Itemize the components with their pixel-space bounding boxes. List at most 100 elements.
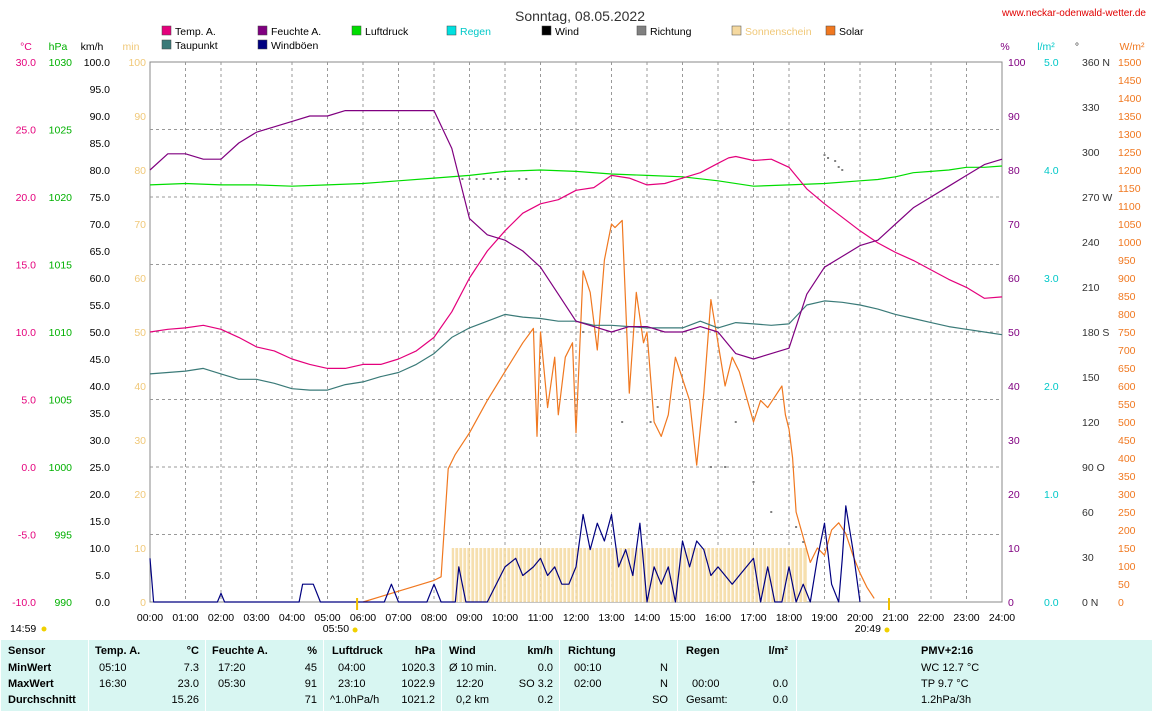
wind-column: Wind km/h Ø 10 min. 12:20 0,2 km 0.0 SO …	[441, 640, 559, 711]
sensor-column: Sensor MinWert MaxWert Durchschnitt	[0, 640, 88, 711]
direction-avg-value: SO	[652, 694, 668, 706]
direction-point	[656, 406, 659, 408]
axis-ticks: 30.025.020.015.010.05.00.0-5.0-10.010301…	[12, 57, 1141, 624]
humidity-min-time: 17:20	[218, 662, 246, 674]
series-line-tempa	[149, 155, 1003, 369]
tick-label-direction: 90 O	[1082, 462, 1105, 474]
tick-label-humidity: 50	[1008, 327, 1020, 339]
tick-label-pressure: 1020	[49, 192, 73, 204]
tick-label-pressure: 1025	[49, 125, 73, 137]
direction-point	[802, 541, 805, 543]
legend-swatch	[731, 25, 742, 36]
humidity-min-value: 45	[304, 662, 317, 674]
tick-label-wind: 25.0	[90, 462, 111, 474]
tick-label-pressure: 1005	[49, 395, 73, 407]
direction-point	[837, 166, 840, 168]
legend-swatch	[351, 25, 362, 36]
tick-label-humidity: 60	[1008, 273, 1020, 285]
direction-point	[724, 466, 727, 468]
tick-label-direction: 60	[1082, 507, 1094, 519]
direction-point	[770, 511, 773, 513]
tick-label-wind: 65.0	[90, 246, 111, 258]
sensor-header: Sensor	[8, 645, 46, 657]
tick-label-rain: 4.0	[1044, 165, 1059, 177]
wind-max-time: 12:20	[456, 678, 484, 690]
tick-label-temp: 5.0	[21, 395, 36, 407]
pmv-header: PMV+2:16	[921, 645, 974, 657]
temp-header: Temp. A.	[95, 645, 141, 657]
pmv-windchill: WC 12.7 °C	[921, 662, 980, 674]
unit-label-direction: °	[1075, 41, 1079, 53]
tick-label-wind: 95.0	[90, 84, 111, 96]
sunrise-time: 05:50	[323, 623, 349, 635]
tick-label-solar: 1250	[1118, 147, 1142, 159]
tick-label-humidity: 40	[1008, 381, 1020, 393]
tick-label-solar: 0	[1118, 597, 1124, 609]
legend-swatch	[257, 39, 268, 50]
tick-label-time: 08:00	[421, 612, 447, 624]
legend-swatch	[541, 25, 552, 36]
legend-label: Regen	[460, 26, 491, 38]
direction-point	[475, 178, 478, 180]
tick-label-time: 13:00	[598, 612, 624, 624]
direction-header: Richtung	[568, 645, 616, 657]
tick-label-wind: 30.0	[90, 435, 111, 447]
tick-label-solar: 550	[1118, 399, 1136, 411]
tick-label-temp: 15.0	[16, 260, 37, 272]
direction-point	[709, 466, 712, 468]
pressure-max-time: 23:10	[338, 678, 366, 690]
tick-label-solar: 1050	[1118, 219, 1142, 231]
tick-label-time: 17:00	[740, 612, 766, 624]
tick-label-temp: 25.0	[16, 125, 37, 137]
tick-label-direction: 300	[1082, 147, 1100, 159]
tick-label-sunmin: 30	[134, 435, 146, 447]
tick-label-sunmin: 70	[134, 219, 146, 231]
rain-column: Regen l/m² 00:00 Gesamt: 0.0 0.0	[677, 640, 796, 711]
tick-label-wind: 20.0	[90, 489, 111, 501]
direction-point	[752, 481, 755, 483]
wind-avg-value: 0.2	[537, 694, 553, 706]
axis-units: °C hPa km/h min% l/m² ° W/m²	[20, 41, 1145, 53]
tick-label-direction: 0 N	[1082, 597, 1098, 609]
direction-point	[582, 331, 585, 333]
tick-label-time: 23:00	[953, 612, 979, 624]
tick-label-solar: 1500	[1118, 57, 1142, 69]
pressure-max-value: 1022.9	[401, 678, 435, 690]
tick-label-time: 04:00	[279, 612, 305, 624]
tick-label-pressure: 995	[54, 530, 72, 542]
tick-label-direction: 330	[1082, 102, 1100, 114]
tick-label-time: 22:00	[918, 612, 944, 624]
tick-label-time: 15:00	[669, 612, 695, 624]
tick-label-time: 01:00	[172, 612, 198, 624]
pressure-column: Luftdruck hPa 04:00 23:10 ^1.0hPa/h 1020…	[323, 640, 441, 711]
legend-swatch	[257, 25, 268, 36]
tick-label-solar: 450	[1118, 435, 1136, 447]
tick-label-sunmin: 40	[134, 381, 146, 393]
legend-label: Feuchte A.	[271, 26, 321, 38]
tick-label-time: 07:00	[385, 612, 411, 624]
tick-label-sunmin: 0	[140, 597, 146, 609]
direction-point	[525, 178, 528, 180]
tick-label-pressure: 1010	[49, 327, 73, 339]
chart-title: Sonntag, 08.05.2022	[515, 8, 645, 24]
unit-label-wind: km/h	[81, 41, 104, 53]
wind-distance: 0,2 km	[456, 694, 490, 706]
tick-label-temp: -10.0	[12, 597, 36, 609]
tick-label-time: 19:00	[811, 612, 837, 624]
tick-label-sunmin: 20	[134, 489, 146, 501]
direction-min-time: 00:10	[574, 662, 602, 674]
temp-column: Temp. A. °C 05:10 16:30 7.3 23.0 15.26	[88, 640, 205, 711]
tick-label-wind: 35.0	[90, 408, 111, 420]
legend-label: Richtung	[650, 26, 692, 38]
unit-label-solar: W/m²	[1119, 41, 1145, 53]
tick-label-solar: 950	[1118, 255, 1136, 267]
pressure-min-time: 04:00	[338, 662, 366, 674]
tick-label-time: 02:00	[208, 612, 234, 624]
tick-label-wind: 85.0	[90, 138, 111, 150]
tick-label-solar: 850	[1118, 291, 1136, 303]
temp-min-value: 7.3	[183, 662, 199, 674]
summary-table: Sensor MinWert MaxWert Durchschnitt Temp…	[0, 640, 1152, 711]
legend-swatch	[161, 25, 172, 36]
sunshine-bar	[451, 548, 807, 602]
direction-max-value: N	[660, 678, 668, 690]
